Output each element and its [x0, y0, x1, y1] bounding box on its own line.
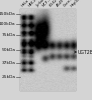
Text: Caco-2: Caco-2: [63, 0, 75, 8]
Text: HepG2: HepG2: [70, 0, 82, 8]
Text: Jurkat: Jurkat: [35, 0, 45, 8]
Text: 150kDa: 150kDa: [0, 12, 15, 16]
Text: 100kDa: 100kDa: [0, 22, 15, 26]
Bar: [20, 9, 76, 91]
Text: 75kDa: 75kDa: [1, 33, 15, 37]
Text: 25kDa: 25kDa: [1, 75, 15, 79]
Text: MCF-7: MCF-7: [42, 0, 53, 8]
Text: UGT2B4: UGT2B4: [77, 50, 92, 55]
Text: 50kDa: 50kDa: [1, 48, 15, 52]
Text: HEK-293: HEK-293: [28, 0, 41, 8]
Text: A549: A549: [56, 0, 66, 8]
Text: HeLa: HeLa: [21, 0, 30, 8]
Text: 37kDa: 37kDa: [1, 61, 15, 65]
Text: K-562: K-562: [49, 0, 59, 8]
